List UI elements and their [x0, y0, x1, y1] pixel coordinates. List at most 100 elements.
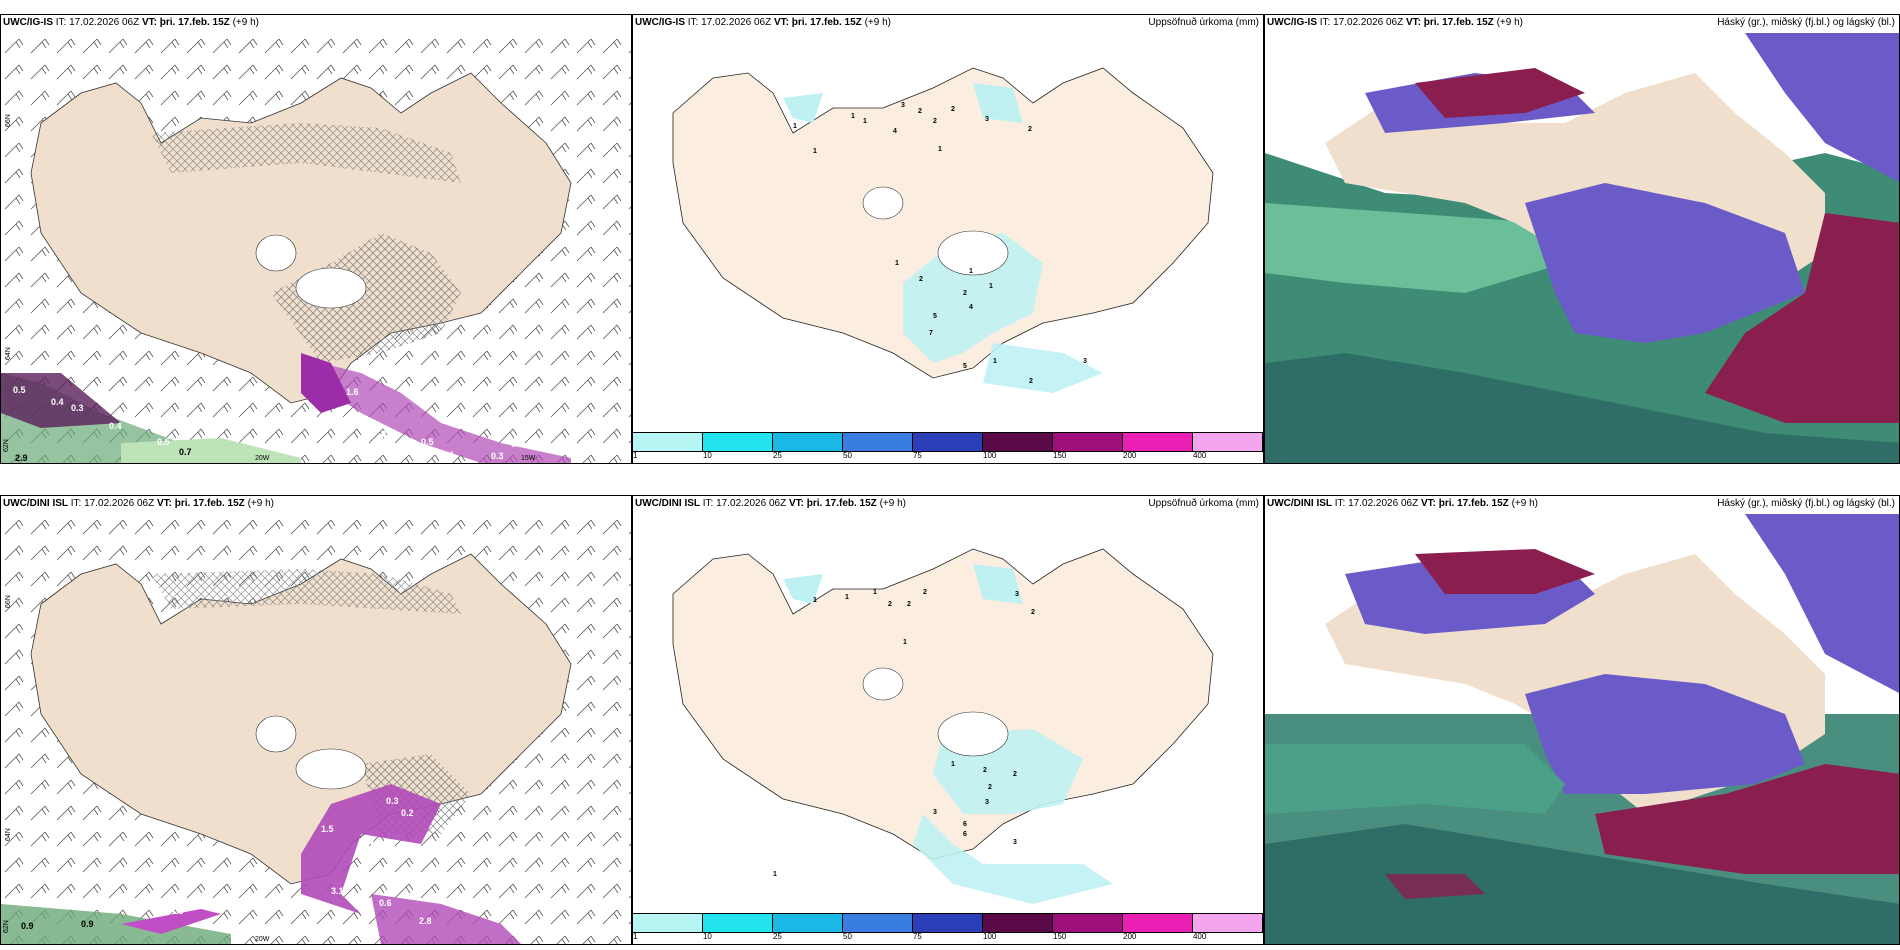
precip-value: 2 — [923, 589, 927, 596]
legend-tick: 1 — [633, 451, 638, 460]
precip-value: 2 — [1013, 771, 1017, 778]
panel-title: Uppsöfnuð úrkoma (mm) — [1148, 17, 1259, 28]
precip-value: 2 — [907, 601, 911, 608]
precip-value: 2 — [918, 108, 922, 115]
wind-value: 0.4 — [51, 397, 64, 407]
precip-value-labels: 1 1 1 1 3 2 2 2 3 4 1 2 1 2 2 1 1 4 5 7 … — [793, 102, 1087, 385]
cloud-map — [1265, 514, 1899, 944]
legend-tick: 150 — [1053, 932, 1067, 941]
wind-value: 0.3 — [491, 451, 504, 461]
wind-value: 3.4 — [326, 413, 339, 423]
iceland-landmass — [672, 67, 1214, 379]
wind-value: 1.5 — [321, 824, 334, 834]
legend-tick: 150 — [1053, 451, 1067, 460]
legend-swatch — [773, 433, 843, 451]
legend-swatch — [843, 914, 913, 932]
legend-swatch — [773, 914, 843, 932]
panel-header: UWC/IG-IS IT: 17.02.2026 06Z VT: þri. 17… — [3, 17, 259, 28]
legend-tick: 100 — [983, 451, 997, 460]
lat-label: 66N — [5, 114, 12, 127]
precip-value: 1 — [895, 260, 899, 267]
wind-value: 0.4 — [511, 439, 524, 449]
legend-tick: 400 — [1192, 932, 1207, 941]
wind-value-labels: 0.9 0.3 0.2 0.5 1.5 1.5 3.1 0.6 2.8 0.9 … — [21, 796, 432, 931]
precip-value: 2 — [1028, 126, 1032, 133]
precip-value: 1 — [993, 358, 997, 365]
wind-value: 2.8 — [419, 916, 432, 926]
precip-value: 4 — [969, 304, 973, 311]
wind-value: 0.4 — [109, 421, 122, 431]
precip-value: 1 — [793, 123, 797, 130]
wind-value: 0.7 — [381, 429, 394, 439]
wind-map: 0.9 0.3 0.2 0.5 1.5 1.5 3.1 0.6 2.8 0.9 … — [1, 514, 631, 944]
cloud-panel-dini: UWC/DINI ISL IT: 17.02.2026 06Z VT: þri.… — [1264, 495, 1900, 945]
wind-panel-igis: UWC/IG-IS IT: 17.02.2026 06Z VT: þri. 17… — [0, 14, 632, 464]
precip-value: 1 — [903, 639, 907, 646]
precip-value: 2 — [1031, 609, 1035, 616]
wind-value: 1.6 — [346, 387, 359, 397]
precip-value: 1 — [951, 761, 955, 768]
precip-value: 2 — [919, 276, 923, 283]
legend-swatch — [1053, 433, 1123, 451]
precip-value: 1 — [845, 594, 849, 601]
wind-value-labels: 0.5 0.4 0.3 0.4 0.5 1.6 3.4 0.7 0.5 0.4 … — [13, 385, 524, 463]
legend-swatch — [1123, 433, 1193, 451]
legend-swatch — [1193, 433, 1263, 451]
precip-value: 2 — [983, 767, 987, 774]
legend-swatch — [1193, 914, 1263, 932]
legend-tick: 75 — [912, 932, 922, 941]
precip-value: 1 — [813, 148, 817, 155]
precip-value: 1 — [938, 146, 942, 153]
lat-label: 64N — [5, 828, 12, 841]
precip-value: 1 — [773, 871, 777, 878]
precip-legend: 1 10 25 50 75 100 150 200 400 — [633, 432, 1263, 463]
legend-bar — [633, 432, 1263, 452]
precip-map: 1 1 1 2 2 2 1 3 2 1 2 2 2 3 6 6 3 3 1 — [672, 548, 1214, 904]
wind-value: 4.1 — [349, 876, 362, 886]
panel-header: UWC/IG-IS IT: 17.02.2026 06Z VT: þri. 17… — [1267, 17, 1523, 28]
precip-legend: 1 10 25 50 75 100 150 200 400 — [633, 913, 1263, 944]
legend-swatch — [983, 914, 1053, 932]
legend-swatch — [843, 433, 913, 451]
legend-swatch — [633, 433, 703, 451]
legend-swatch — [703, 433, 773, 451]
wind-value: 0.3 — [386, 796, 399, 806]
precip-value: 5 — [933, 313, 937, 320]
panel-title: Uppsöfnuð úrkoma (mm) — [1148, 498, 1259, 509]
wind-value: 0.3 — [71, 403, 84, 413]
lon-label: 20W — [255, 455, 270, 462]
legend-swatch — [633, 914, 703, 932]
wind-value: 0.6 — [379, 898, 392, 908]
precip-value: 1 — [989, 283, 993, 290]
panel-header: UWC/DINI ISL IT: 17.02.2026 06Z VT: þri.… — [635, 498, 906, 509]
wind-value: 0.5 — [157, 437, 170, 447]
wind-value: 0.5 — [13, 385, 26, 395]
wind-panel-dini: UWC/DINI ISL IT: 17.02.2026 06Z VT: þri.… — [0, 495, 632, 945]
precip-value: 1 — [863, 118, 867, 125]
legend-tick: 200 — [1123, 932, 1137, 941]
panel-title: Háský (gr.), miðský (fj.bl.) og lágský (… — [1717, 17, 1895, 28]
wind-value: 0.7 — [179, 447, 192, 457]
panel-header: UWC/DINI ISL IT: 17.02.2026 06Z VT: þri.… — [3, 498, 274, 509]
wind-value: 0.9 — [81, 919, 94, 929]
legend-tick: 10 — [702, 932, 712, 941]
precip-value: 3 — [933, 809, 937, 816]
panel-header: UWC/DINI ISL IT: 17.02.2026 06Z VT: þri.… — [1267, 498, 1538, 509]
precip-panel-dini: UWC/DINI ISL IT: 17.02.2026 06Z VT: þri.… — [632, 495, 1264, 945]
legend-tick: 1 — [633, 932, 638, 941]
precip-value: 2 — [1029, 378, 1033, 385]
wind-value: 0.9 — [21, 921, 34, 931]
wind-value: 1.5 — [171, 906, 184, 916]
cloud-panel-igis: UWC/IG-IS IT: 17.02.2026 06Z VT: þri. 17… — [1264, 14, 1900, 464]
legend-swatch — [913, 914, 983, 932]
lat-label: 62N — [3, 439, 10, 452]
lat-label: 64N — [5, 347, 12, 360]
wind-value: 2.9 — [15, 453, 28, 463]
legend-ticks: 1 10 25 50 75 100 150 200 400 — [633, 932, 1263, 942]
panel-title: Háský (gr.), miðský (fj.bl.) og lágský (… — [1717, 498, 1895, 509]
precip-value: 2 — [963, 290, 967, 297]
wind-value: 3.1 — [331, 886, 344, 896]
wind-value: 0.2 — [401, 808, 414, 818]
legend-tick: 400 — [1192, 451, 1207, 460]
lon-label: 15W — [521, 455, 536, 462]
